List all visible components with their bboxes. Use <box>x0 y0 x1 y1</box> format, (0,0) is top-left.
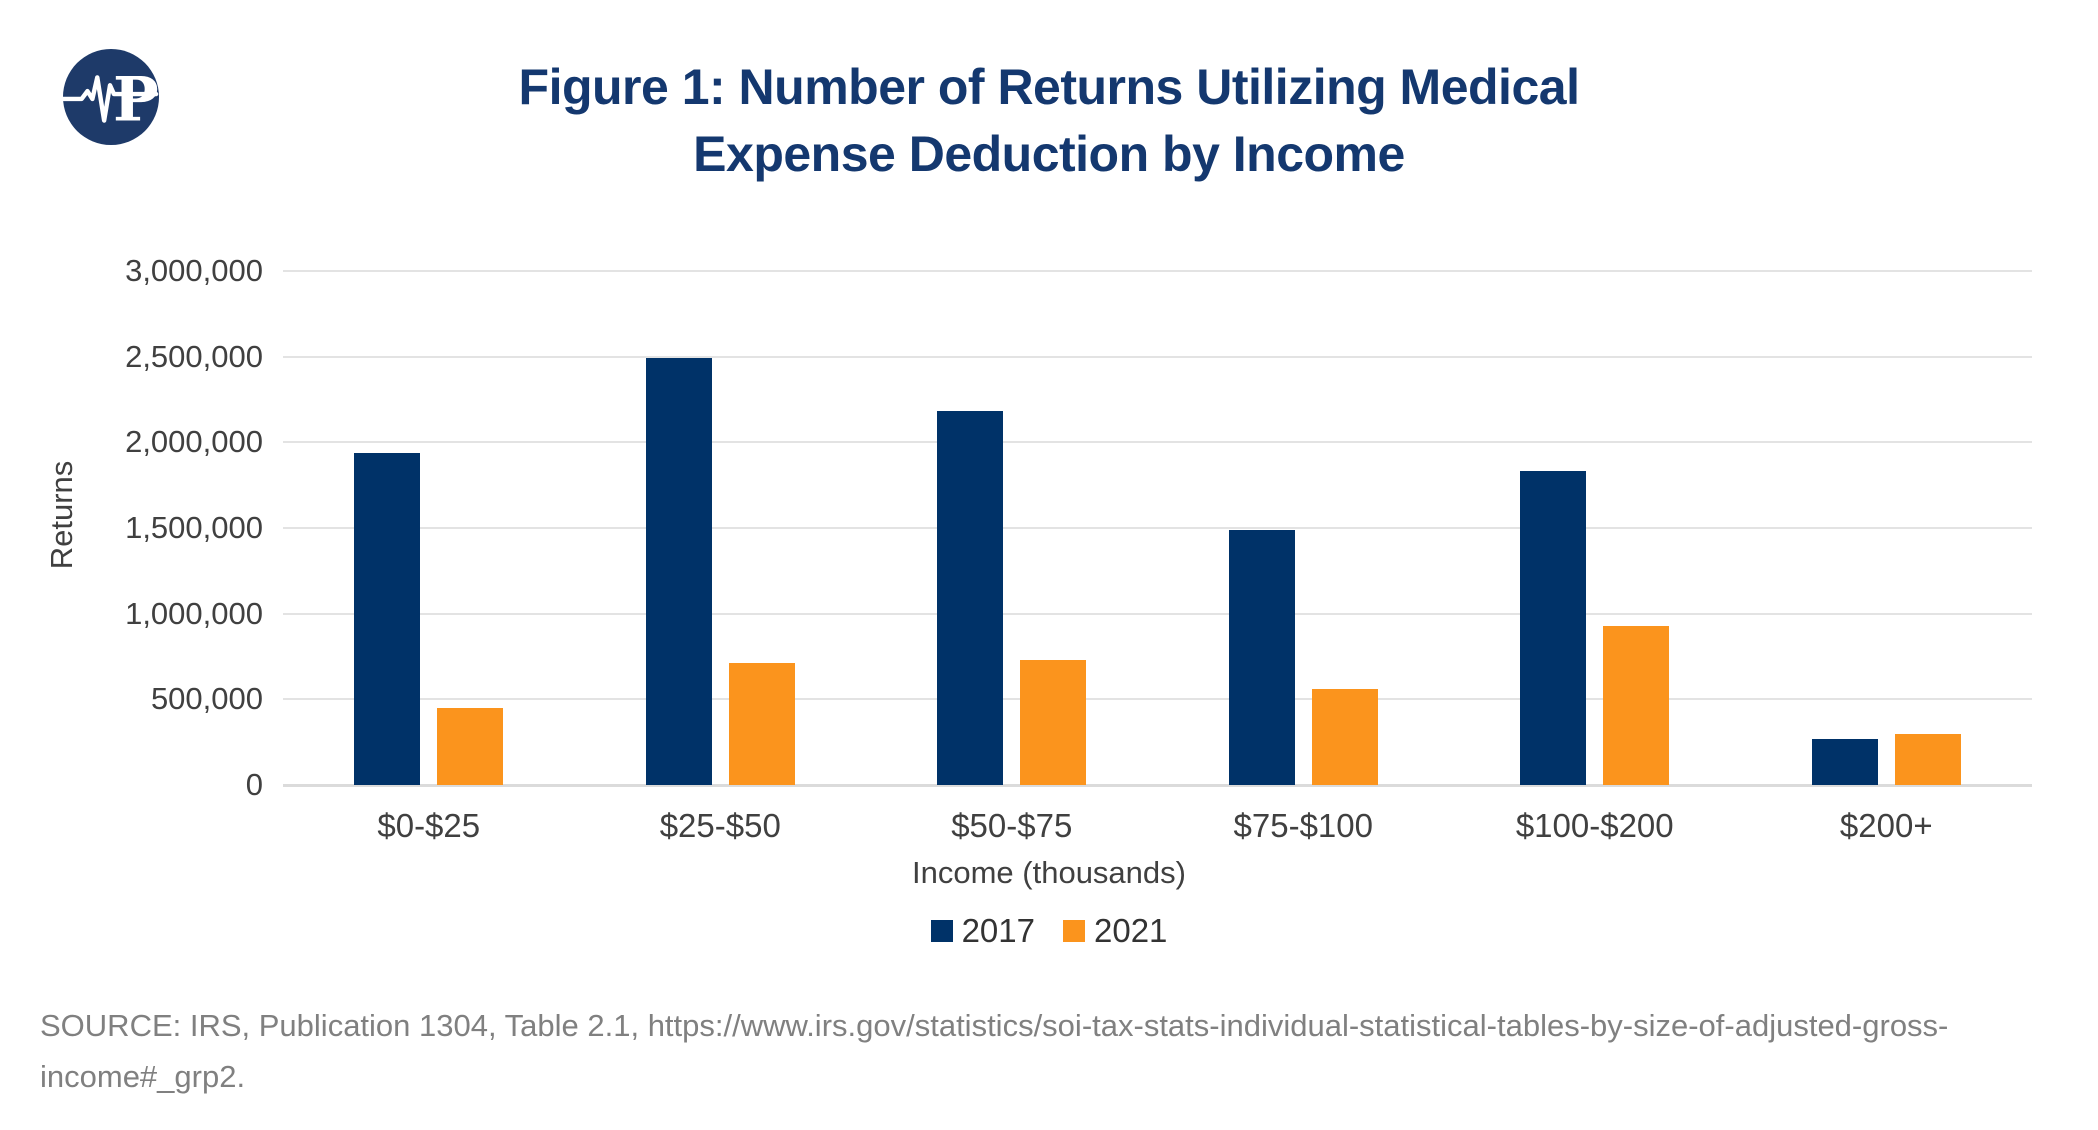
y-tick-label: 1,000,000 <box>125 595 263 631</box>
legend-swatch-2017 <box>930 920 953 942</box>
bar-2021-$0-$25 <box>437 707 504 785</box>
bar-2021-$200+ <box>1894 733 1961 785</box>
logo-letter-p: P <box>113 65 159 136</box>
y-tick-label: 0 <box>245 767 263 802</box>
gridline <box>283 527 2032 529</box>
source-line-2: income#_grp2. <box>40 1059 246 1094</box>
legend-label-2017: 2017 <box>961 912 1035 949</box>
source-citation: SOURCE: IRS, Publication 1304, Table 2.1… <box>40 1000 2030 1102</box>
gridline <box>283 355 2032 358</box>
x-tick-label: $25-$50 <box>659 807 781 844</box>
y-tick-label: 2,500,000 <box>125 338 263 374</box>
gridline <box>283 270 2032 272</box>
x-axis-baseline <box>283 784 2032 787</box>
x-tick-label: $100-$200 <box>1515 807 1674 844</box>
bar-2021-$50-$75 <box>1020 659 1087 785</box>
gridline <box>283 698 2032 701</box>
bar-2017-$200+ <box>1811 738 1878 785</box>
legend-item-2021: 2021 <box>1063 912 1167 950</box>
bar-2017-$75-$100 <box>1228 529 1295 785</box>
gridline <box>283 441 2032 444</box>
pulse-ekg-p-logo: P <box>62 48 160 146</box>
source-line-1: SOURCE: IRS, Publication 1304, Table 2.1… <box>40 1008 1949 1043</box>
gridline <box>283 612 2032 615</box>
y-tick-label: 1,500,000 <box>125 510 263 545</box>
chart-legend: 2017 2021 <box>0 912 2098 950</box>
chart-title: Figure 1: Number of Returns Utilizing Me… <box>0 54 2098 188</box>
logo-circle <box>62 48 160 146</box>
x-tick-label: $0-$25 <box>377 807 481 844</box>
chart-title-line-1: Figure 1: Number of Returns Utilizing Me… <box>518 59 1580 115</box>
x-tick-label: $50-$75 <box>951 807 1073 844</box>
ekg-pulse-line <box>62 75 159 123</box>
chart-title-line-2: Expense Deduction by Income <box>693 126 1405 182</box>
y-tick-label: 2,000,000 <box>125 424 263 460</box>
x-tick-label: $200+ <box>1839 807 1933 844</box>
bar-2017-$50-$75 <box>937 411 1004 785</box>
y-tick-label: 3,000,000 <box>125 253 263 288</box>
bar-2021-$25-$50 <box>728 663 795 785</box>
legend-item-2017: 2017 <box>930 912 1035 950</box>
bar-2017-$100-$200 <box>1520 471 1587 785</box>
bar-2021-$75-$100 <box>1311 689 1378 785</box>
bar-2021-$100-$200 <box>1603 625 1670 785</box>
bar-2017-$0-$25 <box>354 452 421 785</box>
x-tick-label: $75-$100 <box>1233 807 1373 844</box>
y-tick-label: 500,000 <box>150 681 263 717</box>
legend-swatch-2021 <box>1063 920 1085 942</box>
x-axis-title: Income (thousands) <box>912 855 1186 890</box>
bar-2017-$25-$50 <box>645 358 712 785</box>
legend-label-2021: 2021 <box>1094 912 1168 949</box>
